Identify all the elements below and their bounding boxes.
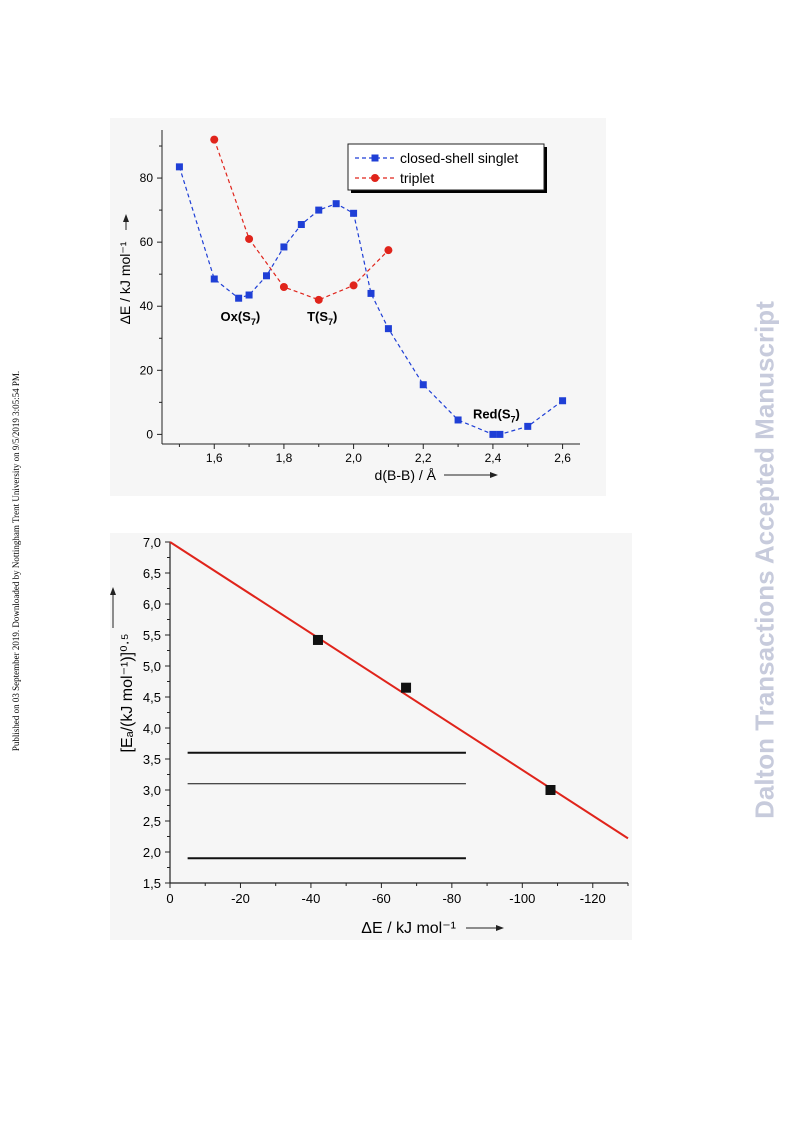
y-tick-label: 3,0 (143, 783, 161, 798)
data-point-singlet (454, 416, 462, 424)
x-tick-label: 1,8 (276, 451, 293, 465)
data-point-singlet (350, 209, 358, 217)
data-point-singlet (367, 289, 375, 297)
legend-marker (371, 174, 379, 182)
x-tick-label: -40 (302, 891, 321, 906)
data-point-singlet (263, 272, 270, 280)
data-point-singlet (245, 291, 253, 299)
y-axis-arrowhead (110, 587, 116, 595)
data-point-singlet (210, 275, 218, 283)
y-axis-label: ΔE / kJ mol⁻¹ (117, 241, 133, 324)
x-tick-label: 2,4 (485, 451, 502, 465)
data-point-triplet (314, 295, 323, 304)
y-tick-label: 6,0 (143, 597, 161, 612)
data-point-singlet (235, 294, 243, 302)
data-point-singlet (496, 430, 504, 438)
correlation-chart-panel: 0 -20 -40 -60 -80 -100 -120 1,5 2,0 2,5 3,0 3,5 4,0 4… (110, 533, 632, 940)
publication-note-text: Published on 03 September 2019. Download… (11, 370, 21, 751)
y-tick-label: 40 (140, 299, 154, 313)
x-tick-label: 2,0 (345, 451, 362, 465)
y-tick-label: 4,0 (143, 721, 161, 736)
fit-line (169, 541, 629, 840)
x-axis-label: d(B-B) / Å (375, 467, 437, 483)
point-annotation: Ox(S7) (221, 309, 261, 327)
legend-marker (371, 154, 379, 162)
journal-watermark: Dalton Transactions Accepted Manuscript (740, 0, 790, 1121)
y-tick-label: 80 (140, 171, 154, 185)
x-tick-label: 1,6 (206, 451, 223, 465)
data-point-singlet (297, 221, 305, 229)
point-annotation: Red(S7) (473, 407, 520, 425)
x-axis-label: ΔE / kJ mol⁻¹ (361, 920, 456, 937)
y-tick-label: 5,0 (143, 659, 161, 674)
y-tick-label: 4,5 (143, 690, 161, 705)
x-tick-label: -100 (509, 891, 535, 906)
data-point-triplet (384, 246, 393, 255)
legend-label: triplet (400, 170, 434, 186)
data-point-triplet (279, 283, 288, 291)
data-point (545, 785, 556, 795)
data-point-singlet (175, 163, 183, 171)
series-line (213, 139, 389, 301)
data-point-singlet (489, 430, 497, 438)
y-tick-label: 1,5 (143, 876, 161, 891)
point-annotation: T(S7) (307, 309, 337, 327)
x-tick-label: -120 (580, 891, 606, 906)
x-tick-label: 0 (166, 891, 173, 906)
y-tick-label: 2,5 (143, 814, 161, 829)
data-point-triplet (245, 234, 254, 243)
y-axis-label: [Eₐ/(kJ mol⁻¹)]⁰·⁵ (119, 634, 136, 753)
energy-profile-chart-panel: 1,6 1,8 2,0 2,2 2,4 2,6 0 20 40 60 80 Ox(S7) T(S7) Re… (110, 118, 606, 496)
y-tick-label: 7,0 (143, 535, 161, 550)
y-tick-label: 5,5 (143, 628, 161, 643)
x-tick-label: -60 (372, 891, 391, 906)
energy-profile-chart: 1,6 1,8 2,0 2,2 2,4 2,6 0 20 40 60 80 Ox(S7) T(S7) Re… (117, 130, 580, 483)
data-point-singlet (419, 381, 427, 389)
x-axis-arrowhead (496, 925, 504, 931)
x-tick-label: -80 (442, 891, 461, 906)
data-point-singlet (559, 397, 567, 405)
legend-label: closed-shell singlet (400, 150, 518, 166)
y-tick-label: 3,5 (143, 752, 161, 767)
data-point-singlet (332, 200, 340, 208)
data-point-triplet (210, 135, 219, 144)
y-tick-label: 60 (140, 235, 154, 249)
data-point-singlet (315, 206, 323, 214)
data-point-singlet (384, 325, 392, 333)
x-axis-arrowhead (490, 472, 498, 478)
legend-box (347, 143, 545, 191)
y-axis-arrowhead (123, 214, 129, 222)
data-point (312, 634, 323, 645)
correlation-chart: 0 -20 -40 -60 -80 -100 -120 1,5 2,0 2,5 3,0 3,5 4,0 4… (110, 535, 629, 937)
publication-note: Published on 03 September 2019. Download… (6, 0, 26, 1121)
data-point (401, 682, 412, 693)
x-tick-label: 2,6 (554, 451, 571, 465)
data-point-singlet (280, 243, 288, 251)
y-tick-label: 2,0 (143, 845, 161, 860)
y-tick-label: 6,5 (143, 566, 161, 581)
data-point-triplet (349, 281, 358, 290)
x-tick-label: -20 (231, 891, 250, 906)
watermark-text: Dalton Transactions Accepted Manuscript (749, 301, 780, 819)
y-tick-label: 20 (140, 363, 154, 377)
y-tick-label: 0 (146, 427, 153, 441)
data-point-singlet (524, 422, 532, 430)
x-tick-label: 2,2 (415, 451, 432, 465)
